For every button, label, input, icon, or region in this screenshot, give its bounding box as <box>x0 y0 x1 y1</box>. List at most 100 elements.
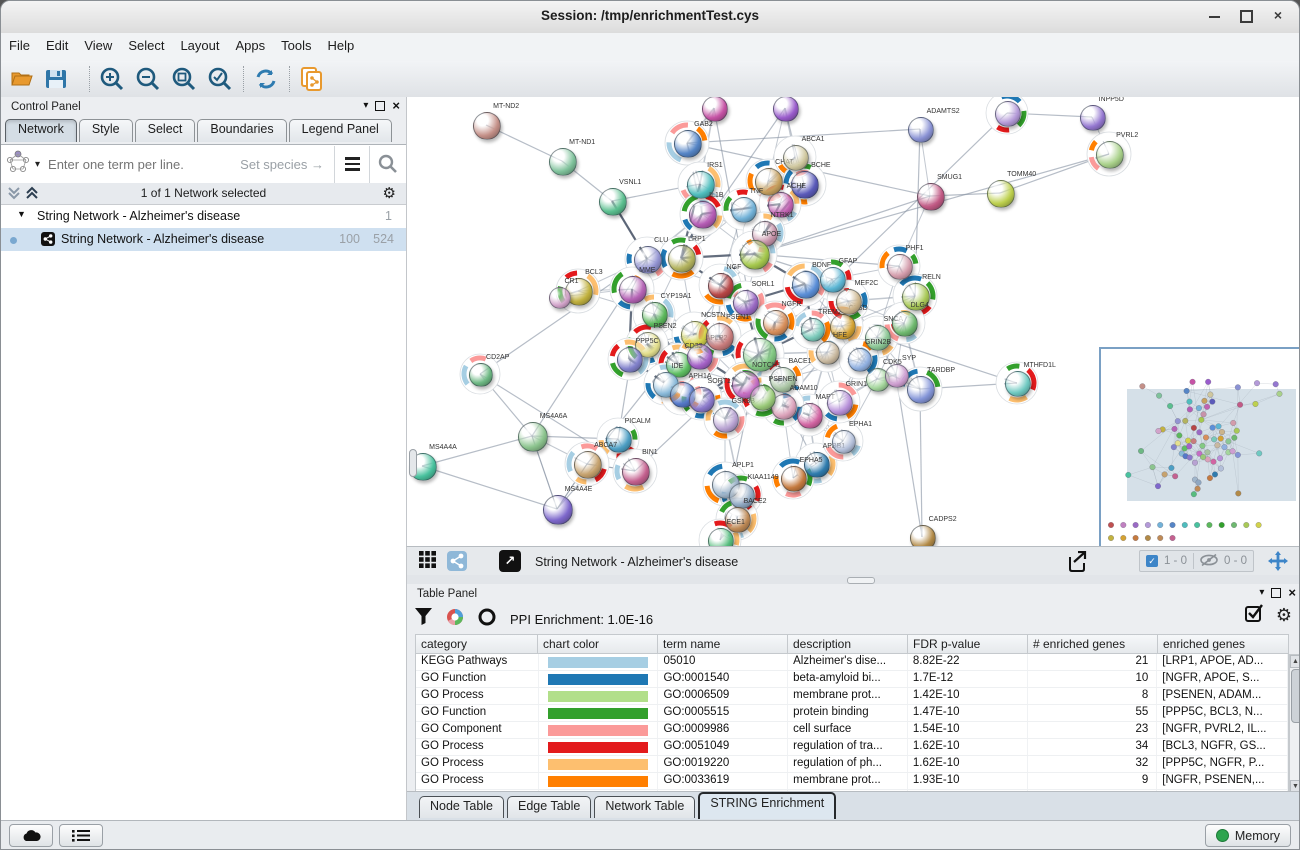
network-node-mme[interactable] <box>619 276 647 304</box>
refresh-icon[interactable] <box>251 64 281 94</box>
string-term-input[interactable] <box>46 155 241 173</box>
close-button[interactable]: × <box>1273 7 1283 23</box>
memory-button[interactable]: Memory <box>1204 824 1291 847</box>
export-network-icon[interactable] <box>1066 550 1088 577</box>
network-node-apoe[interactable] <box>740 240 770 270</box>
string-search-icon[interactable] <box>370 154 406 174</box>
network-node-plau[interactable] <box>702 97 728 122</box>
table-row[interactable]: GO Process GO:0033619 membrane prot... 1.93… <box>416 773 1288 790</box>
panel-float-icon[interactable] <box>375 100 386 111</box>
network-node-bace1[interactable] <box>770 367 796 393</box>
network-node-aplp2[interactable] <box>687 344 713 370</box>
open-file-button[interactable] <box>7 64 37 94</box>
zoom-selected-icon[interactable] <box>205 64 235 94</box>
network-node-ms4a6a[interactable] <box>518 422 548 452</box>
menu-item-help[interactable]: Help <box>327 38 355 53</box>
open-in-window-icon[interactable]: ↗ <box>499 550 521 572</box>
network-node-chat[interactable] <box>755 168 783 196</box>
network-node-ppp5c[interactable] <box>617 347 643 373</box>
tab-select[interactable]: Select <box>134 119 196 142</box>
table-row[interactable]: KEGG Pathways 05010 Alzheimer's dise... 8.8… <box>416 654 1288 671</box>
network-node-epha1[interactable] <box>832 430 856 454</box>
tab-edge-table[interactable]: Edge Table <box>507 796 592 818</box>
network-node-psenen[interactable] <box>750 385 776 411</box>
horizontal-splitter[interactable] <box>406 575 1299 584</box>
birds-eye-view[interactable] <box>1099 347 1299 546</box>
network-node-ngf[interactable] <box>708 273 734 299</box>
collapse-all-icon[interactable] <box>7 185 21 204</box>
network-collection-row[interactable]: ▼ String Network - Alzheimer's disease 1 <box>1 205 406 228</box>
network-node-ece1[interactable] <box>708 528 734 546</box>
network-node-abca1[interactable] <box>783 145 809 171</box>
network-node-cyp19a1[interactable] <box>642 302 668 328</box>
network-node-mef2c[interactable] <box>836 289 862 315</box>
tab-legend-panel[interactable]: Legend Panel <box>288 119 392 142</box>
scroll-up-icon[interactable]: ▲ <box>1290 655 1299 668</box>
network-node-pvrl2[interactable] <box>1096 141 1124 169</box>
menu-item-apps[interactable]: Apps <box>235 38 266 53</box>
string-options-icon[interactable] <box>335 157 369 171</box>
network-node-trem2[interactable] <box>801 318 825 342</box>
network-node-ms4a4e[interactable] <box>543 495 573 525</box>
network-node-tardbp[interactable] <box>907 376 935 404</box>
network-node-reln[interactable] <box>902 283 930 311</box>
hidden-eye-icon[interactable] <box>1200 553 1218 570</box>
species-selector-label[interactable]: Set species → <box>240 156 324 172</box>
table-row[interactable]: GO Process GO:0051049 regulation of tra...… <box>416 739 1288 756</box>
table-row[interactable]: GO Function GO:0001540 beta-amyloid bi... 1… <box>416 671 1288 688</box>
column-header-6[interactable]: enriched genes <box>1158 634 1289 654</box>
grid-view-icon[interactable] <box>419 551 437 574</box>
table-panel-float-icon[interactable] <box>1271 587 1282 598</box>
network-node-vsnl1[interactable] <box>599 188 627 216</box>
tab-style[interactable]: Style <box>78 119 133 142</box>
menu-item-layout[interactable]: Layout <box>180 38 220 53</box>
network-node-sorl1[interactable] <box>733 290 759 316</box>
menu-item-file[interactable]: File <box>9 38 30 53</box>
network-node-inpp5d[interactable] <box>1080 105 1106 131</box>
network-node-snca[interactable] <box>865 325 891 351</box>
network-node-bace2[interactable] <box>725 507 751 533</box>
column-header-2[interactable]: term name <box>658 634 788 654</box>
tab-string-enrichment[interactable]: STRING Enrichment <box>698 792 837 819</box>
chart-donut-icon[interactable] <box>446 608 464 631</box>
minimize-button[interactable] <box>1201 7 1227 27</box>
network-node-epha5[interactable] <box>781 466 807 492</box>
tree-expand-icon[interactable]: ▼ <box>17 209 26 219</box>
select-all-checkbox-icon[interactable] <box>1244 604 1264 627</box>
table-panel-menu-icon[interactable]: ▾ <box>1259 587 1265 598</box>
network-node-bdnf[interactable] <box>792 271 820 299</box>
network-node-apbb1[interactable] <box>804 452 830 478</box>
column-header-3[interactable]: description <box>788 634 908 654</box>
table-row[interactable]: GO Component GO:0009986 cell surface 1.54E-… <box>416 722 1288 739</box>
network-node-celf1[interactable] <box>995 101 1021 127</box>
cloud-button[interactable] <box>9 824 53 847</box>
network-node-kiaa1149[interactable] <box>729 483 755 509</box>
string-logo-icon[interactable] <box>1 150 35 179</box>
table-settings-gear-icon[interactable]: ⚙ <box>1275 605 1292 625</box>
network-node-psen1[interactable] <box>706 323 734 351</box>
menu-item-select[interactable]: Select <box>128 38 165 53</box>
column-header-5[interactable]: # enriched genes <box>1028 634 1158 654</box>
save-button[interactable] <box>41 64 71 94</box>
table-row[interactable]: GO Process GO:0019220 regulation of ph... 1… <box>416 756 1288 773</box>
menu-item-edit[interactable]: Edit <box>45 38 69 53</box>
string-dropdown-icon[interactable]: ▾ <box>35 158 41 170</box>
menu-item-view[interactable]: View <box>84 38 113 53</box>
network-node-cr1[interactable] <box>549 287 571 309</box>
zoom-out-icon[interactable] <box>133 64 163 94</box>
filter-icon[interactable] <box>415 608 432 630</box>
network-node-bin1[interactable] <box>622 458 650 486</box>
network-node-mt-nd1[interactable] <box>549 148 577 176</box>
maximize-button[interactable] <box>1233 7 1259 27</box>
selected-checkbox-icon[interactable]: ✓ <box>1145 555 1158 567</box>
network-row[interactable]: String Network - Alzheimer's disease 100… <box>1 228 406 251</box>
panel-divider-handle[interactable] <box>409 449 417 477</box>
panel-close-icon[interactable]: × <box>392 97 400 113</box>
column-header-0[interactable]: category <box>415 634 538 654</box>
scrollbar-thumb[interactable] <box>1291 669 1299 723</box>
gear-icon[interactable]: ⚙ <box>382 185 396 202</box>
tab-network[interactable]: Network <box>5 119 77 142</box>
network-node-a2m[interactable] <box>773 97 799 122</box>
network-node-mthfd1l[interactable] <box>1005 371 1031 397</box>
tab-network-table[interactable]: Network Table <box>594 796 696 818</box>
